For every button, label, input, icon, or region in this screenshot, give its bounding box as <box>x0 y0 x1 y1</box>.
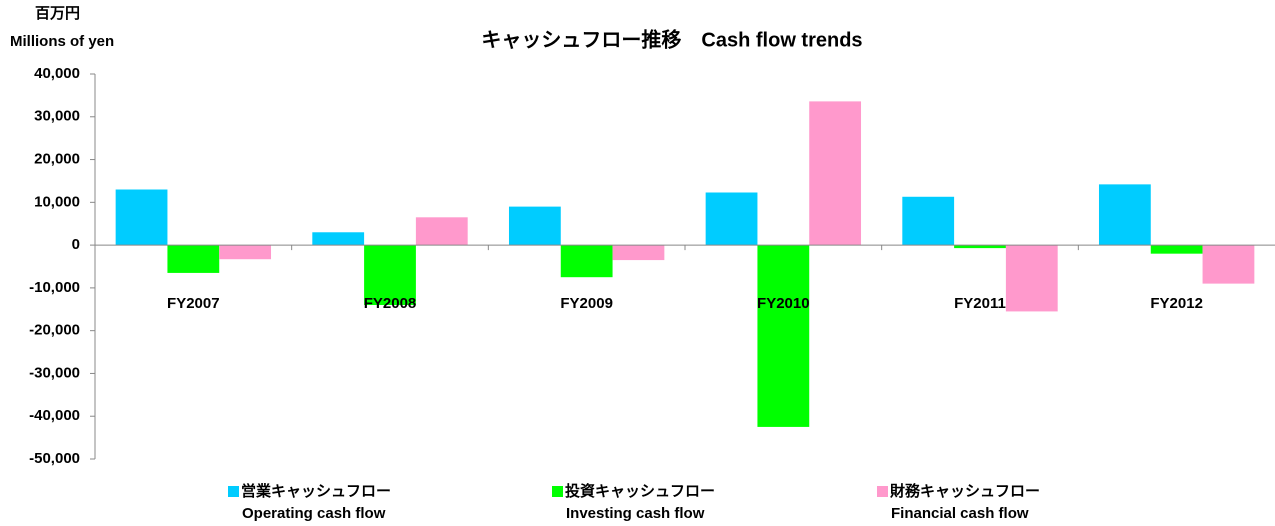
legend-label: 財務キャッシュフロー <box>889 482 1040 500</box>
bar <box>902 196 955 246</box>
y-unit-label-en: Millions of yen <box>10 33 114 50</box>
y-tick-label: 10,000 <box>34 193 80 210</box>
legend-swatch <box>877 486 888 497</box>
y-tick-label: -40,000 <box>29 407 80 424</box>
bar <box>1150 245 1203 254</box>
x-tick-label: FY2012 <box>1150 295 1203 312</box>
bar <box>415 217 468 246</box>
x-tick-label: FY2008 <box>364 295 417 312</box>
y-tick-label: 20,000 <box>34 151 80 168</box>
legend-label-en: Operating cash flow <box>242 505 386 522</box>
legend-swatch <box>552 486 563 497</box>
bar <box>508 206 561 246</box>
y-tick-label: -20,000 <box>29 322 80 339</box>
bar <box>312 232 365 246</box>
legend-swatch <box>228 486 239 497</box>
bar <box>167 245 220 273</box>
bar <box>219 245 272 260</box>
legend-label-en: Financial cash flow <box>891 505 1029 522</box>
y-tick-label: 40,000 <box>34 65 80 82</box>
legend-label: 営業キャッシュフロー <box>241 482 391 500</box>
bar <box>560 245 613 278</box>
bar <box>954 245 1006 249</box>
x-tick-label: FY2009 <box>560 295 613 312</box>
bar <box>364 245 416 305</box>
bar <box>705 192 758 246</box>
legend-label: 投資キャッシュフロー <box>565 482 715 500</box>
y-tick-label: 0 <box>72 236 80 253</box>
x-tick-label: FY2010 <box>757 295 810 312</box>
chart-title: キャッシュフロー推移 Cash flow trends <box>481 27 862 51</box>
bar <box>757 245 810 427</box>
bar <box>612 245 665 261</box>
y-unit-label: 百万円 <box>35 5 80 22</box>
bar <box>809 101 862 246</box>
bar <box>1202 245 1255 284</box>
y-tick-label: -10,000 <box>29 279 80 296</box>
bar <box>1005 245 1058 312</box>
bar <box>1098 184 1151 246</box>
bar <box>115 189 168 246</box>
y-tick-label: -50,000 <box>29 450 80 467</box>
y-tick-label: 30,000 <box>34 108 80 125</box>
legend-label-en: Investing cash flow <box>566 505 705 522</box>
x-tick-label: FY2011 <box>954 295 1006 312</box>
x-tick-label: FY2007 <box>167 295 220 312</box>
y-tick-label: -30,000 <box>29 364 80 381</box>
